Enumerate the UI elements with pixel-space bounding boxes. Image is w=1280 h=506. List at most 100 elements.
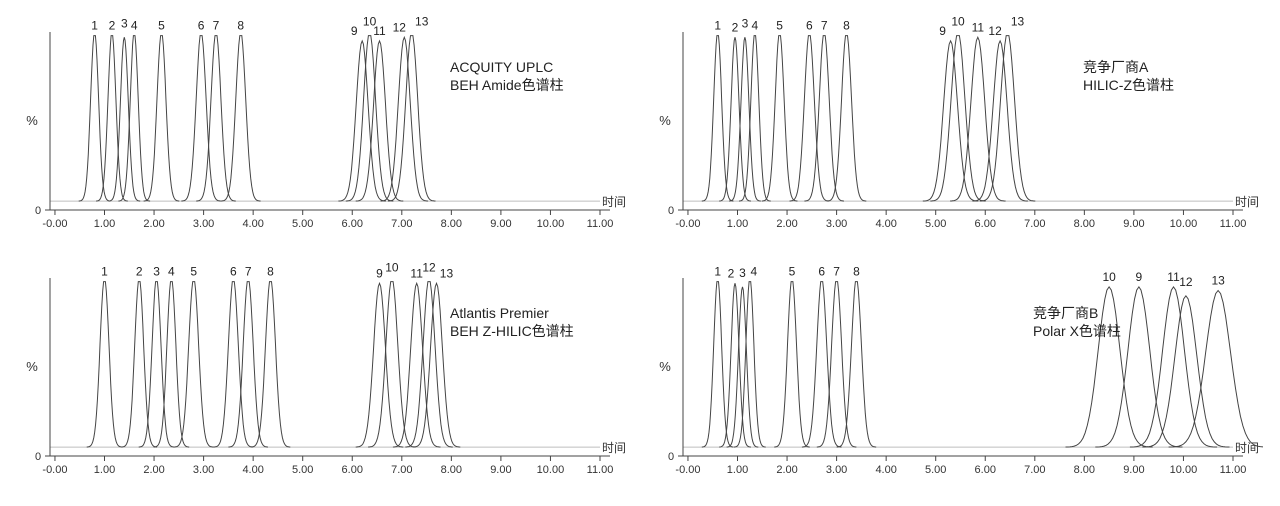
- peak-label: 2: [728, 266, 735, 280]
- y-axis-label: %: [659, 359, 671, 374]
- peak-label: 13: [415, 15, 429, 29]
- peak-label: 10: [1102, 270, 1116, 284]
- peak-label: 7: [245, 265, 252, 279]
- chromatogram-br: 0%-0.001.002.003.004.005.006.007.008.009…: [643, 256, 1263, 496]
- peak-label: 7: [833, 265, 840, 279]
- peak-label: 11: [972, 20, 985, 34]
- x-tick-label: 8.00: [1074, 464, 1095, 476]
- peak-label: 2: [109, 19, 116, 33]
- x-tick-label: 2.00: [143, 464, 164, 476]
- x-tick-label: 5.00: [925, 218, 946, 230]
- peak-label: 13: [440, 266, 454, 280]
- y-axis-label: %: [26, 359, 38, 374]
- x-tick-label: 9.00: [490, 464, 511, 476]
- peak-label: 4: [131, 19, 138, 33]
- x-tick-label: -0.00: [675, 218, 700, 230]
- x-tick-label: 3.00: [193, 464, 214, 476]
- peak-label: 10: [385, 261, 399, 275]
- peak-label: 13: [1211, 273, 1225, 287]
- peak-label: 11: [410, 266, 423, 280]
- x-tick-label: 3.00: [826, 218, 847, 230]
- peak-label: 10: [951, 15, 965, 29]
- x-tick-label: 9.00: [490, 218, 511, 230]
- y-axis-label: %: [659, 113, 671, 128]
- x-tick-label: 10.00: [1170, 218, 1198, 230]
- peak-label: 5: [789, 265, 796, 279]
- x-tick-label: 10.00: [537, 218, 565, 230]
- y-tick-zero: 0: [668, 451, 674, 463]
- peak-label: 9: [1136, 270, 1143, 284]
- peak-label: 1: [91, 19, 98, 33]
- x-tick-label: 10.00: [537, 464, 565, 476]
- x-tick-label: 11.00: [1220, 218, 1247, 230]
- peak-label: 8: [267, 265, 274, 279]
- x-tick-label: 4.00: [242, 218, 263, 230]
- x-tick-label: 7.00: [1024, 464, 1045, 476]
- x-axis-label: 时间: [602, 195, 626, 209]
- peak-label: 6: [198, 19, 205, 33]
- peak-label: 8: [853, 265, 860, 279]
- x-tick-label: 2.00: [776, 218, 797, 230]
- panel-bottom-left: 0%-0.001.002.003.004.005.006.007.008.009…: [10, 256, 637, 496]
- peak-label: 4: [168, 265, 175, 279]
- peak-label: 5: [190, 265, 197, 279]
- x-tick-label: 9.00: [1123, 464, 1144, 476]
- x-tick-label: 6.00: [975, 464, 996, 476]
- peak-label: 12: [988, 24, 1002, 38]
- x-tick-label: 7.00: [391, 218, 412, 230]
- x-axis-label: 时间: [1235, 441, 1259, 455]
- x-tick-label: 8.00: [1074, 218, 1095, 230]
- x-tick-label: 7.00: [391, 464, 412, 476]
- peak-label: 9: [939, 24, 946, 38]
- peak-label: 1: [714, 265, 721, 279]
- peak-label: 12: [393, 20, 407, 34]
- x-tick-label: 8.00: [441, 218, 462, 230]
- peak-label: 7: [213, 19, 220, 33]
- peak-label: 1: [714, 19, 721, 33]
- x-tick-label: 5.00: [292, 464, 313, 476]
- panel-title-line2: BEH Amide色谱柱: [450, 77, 564, 93]
- peak-label: 6: [818, 265, 825, 279]
- panel-title-line1: 竞争厂商B: [1033, 305, 1098, 321]
- chromatogram-bl: 0%-0.001.002.003.004.005.006.007.008.009…: [10, 256, 630, 496]
- x-tick-label: 9.00: [1123, 218, 1144, 230]
- peak-label: 3: [121, 16, 128, 30]
- x-tick-label: 1.00: [727, 218, 748, 230]
- x-tick-label: -0.00: [42, 464, 67, 476]
- peak-label: 11: [1167, 270, 1180, 284]
- peak-label: 4: [752, 19, 759, 33]
- x-tick-label: 1.00: [727, 464, 748, 476]
- x-tick-label: 11.00: [1220, 464, 1247, 476]
- peak-label: 11: [373, 24, 386, 38]
- peak-label: 9: [351, 24, 358, 38]
- x-tick-label: 8.00: [441, 464, 462, 476]
- peak-label: 8: [843, 19, 850, 33]
- peak-label: 5: [776, 19, 783, 33]
- x-tick-label: 11.00: [587, 464, 614, 476]
- peak-label: 12: [422, 261, 436, 275]
- y-axis-label: %: [26, 113, 38, 128]
- peak-label: 4: [751, 265, 758, 279]
- x-tick-label: 11.00: [587, 218, 614, 230]
- x-tick-label: 1.00: [94, 464, 115, 476]
- panel-title-line1: 竞争厂商A: [1083, 59, 1149, 75]
- panel-bottom-right: 0%-0.001.002.003.004.005.006.007.008.009…: [643, 256, 1270, 496]
- panel-title-line2: HILIC-Z色谱柱: [1083, 77, 1174, 93]
- x-tick-label: 1.00: [94, 218, 115, 230]
- x-tick-label: 4.00: [242, 464, 263, 476]
- peak-label: 2: [136, 265, 143, 279]
- peak-label: 3: [739, 266, 746, 280]
- x-tick-label: 2.00: [143, 218, 164, 230]
- x-tick-label: 4.00: [875, 218, 896, 230]
- x-tick-label: 3.00: [826, 464, 847, 476]
- y-tick-zero: 0: [35, 205, 41, 217]
- panel-top-right: 0%-0.001.002.003.004.005.006.007.008.009…: [643, 10, 1270, 250]
- peak-label: 2: [732, 20, 739, 34]
- panel-title-line2: Polar X色谱柱: [1033, 323, 1121, 339]
- x-tick-label: 6.00: [975, 218, 996, 230]
- peak-label: 12: [1179, 275, 1193, 289]
- peak-label: 3: [153, 265, 160, 279]
- chromatogram-tl: 0%-0.001.002.003.004.005.006.007.008.009…: [10, 10, 630, 250]
- peak-label: 7: [821, 19, 828, 33]
- x-tick-label: 2.00: [776, 464, 797, 476]
